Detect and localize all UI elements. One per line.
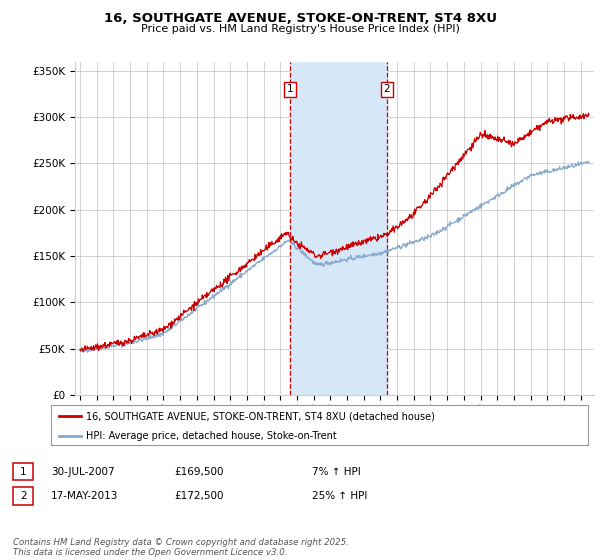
Bar <box>290 62 387 395</box>
Text: 16, SOUTHGATE AVENUE, STOKE-ON-TRENT, ST4 8XU: 16, SOUTHGATE AVENUE, STOKE-ON-TRENT, ST… <box>104 12 497 25</box>
Text: 25% ↑ HPI: 25% ↑ HPI <box>312 491 367 501</box>
Text: 1: 1 <box>20 466 26 477</box>
Text: 1: 1 <box>287 85 293 95</box>
Text: 2: 2 <box>383 85 390 95</box>
Text: 2: 2 <box>20 491 26 501</box>
Text: Contains HM Land Registry data © Crown copyright and database right 2025.
This d: Contains HM Land Registry data © Crown c… <box>13 538 349 557</box>
Text: £169,500: £169,500 <box>174 466 223 477</box>
Text: £172,500: £172,500 <box>174 491 223 501</box>
Text: 17-MAY-2013: 17-MAY-2013 <box>51 491 118 501</box>
Text: 16, SOUTHGATE AVENUE, STOKE-ON-TRENT, ST4 8XU (detached house): 16, SOUTHGATE AVENUE, STOKE-ON-TRENT, ST… <box>86 411 435 421</box>
Text: Price paid vs. HM Land Registry's House Price Index (HPI): Price paid vs. HM Land Registry's House … <box>140 24 460 34</box>
Text: 30-JUL-2007: 30-JUL-2007 <box>51 466 115 477</box>
Text: HPI: Average price, detached house, Stoke-on-Trent: HPI: Average price, detached house, Stok… <box>86 431 337 441</box>
Text: 7% ↑ HPI: 7% ↑ HPI <box>312 466 361 477</box>
